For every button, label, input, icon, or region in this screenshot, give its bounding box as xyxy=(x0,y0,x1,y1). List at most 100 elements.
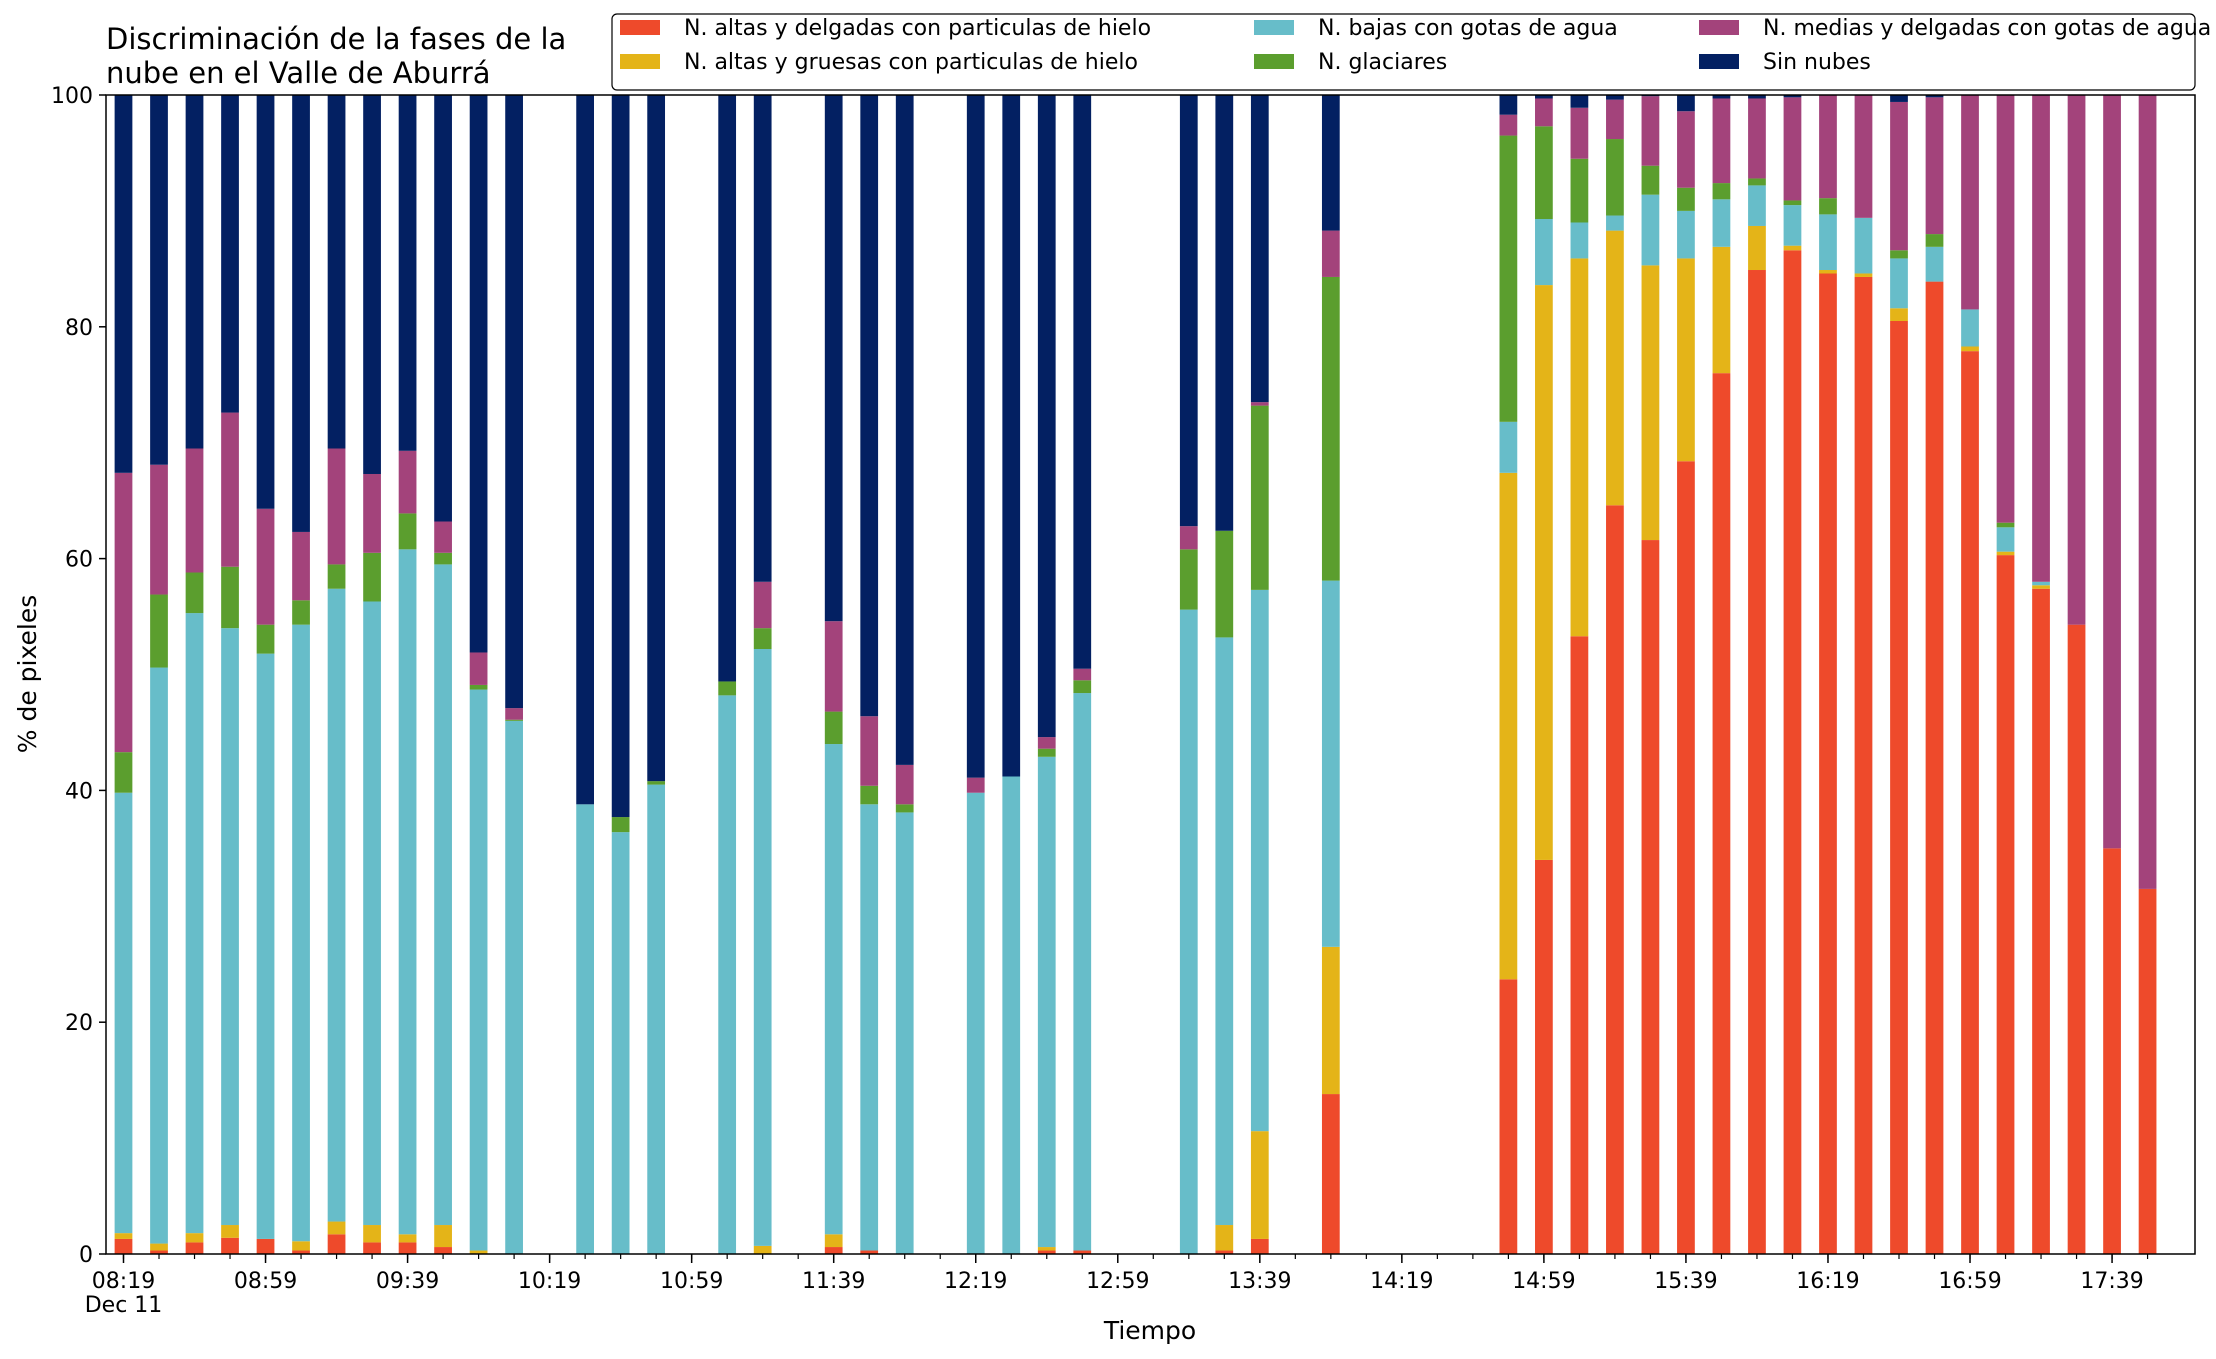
bar-stack xyxy=(398,95,417,1254)
bar-segment xyxy=(2032,95,2050,582)
bar-segment xyxy=(1002,95,1021,777)
bar-segment xyxy=(1535,859,1553,1254)
bar-segment xyxy=(434,552,452,565)
bar-stack xyxy=(647,95,666,1254)
bar-segment xyxy=(1321,230,1340,277)
bar-segment xyxy=(1712,95,1731,99)
x-tick-label: 16:59 xyxy=(1938,1269,2001,1294)
bar-segment xyxy=(327,448,346,565)
bar-segment xyxy=(1677,187,1695,211)
legend-item: N. altas y gruesas con particulas de hie… xyxy=(620,50,1138,75)
bar-stack xyxy=(2103,95,2121,1254)
bar-segment xyxy=(1996,555,2015,1254)
bar-segment xyxy=(1499,472,1518,980)
bar-segment xyxy=(1535,98,1553,127)
bar-segment xyxy=(292,1241,310,1251)
bar-segment xyxy=(185,448,204,573)
bar-segment xyxy=(1783,97,1802,201)
bar-stack xyxy=(256,95,275,1254)
bar-segment xyxy=(1321,580,1340,947)
bar-segment xyxy=(398,450,417,514)
bar-segment xyxy=(860,716,879,786)
bar-segment xyxy=(363,552,381,602)
bar-segment xyxy=(753,581,772,629)
y-tick-label: 80 xyxy=(65,316,93,341)
bar-segment xyxy=(1215,530,1234,638)
bar-segment xyxy=(1854,276,1873,1255)
bar-segment xyxy=(150,464,168,595)
bar-segment xyxy=(185,1233,204,1243)
bar-segment xyxy=(1677,461,1695,1254)
bar-segment xyxy=(824,1247,843,1254)
bar-segment xyxy=(1890,321,1908,1254)
x-tick-label: 15:39 xyxy=(1654,1269,1717,1294)
bar-segment xyxy=(2103,848,2121,1254)
bar-segment xyxy=(221,628,239,1226)
bar-segment xyxy=(114,752,133,793)
bar-segment xyxy=(1961,95,1979,310)
bar-stack xyxy=(1925,95,1944,1255)
bar-segment xyxy=(150,594,168,668)
x-tick-label: 10:19 xyxy=(518,1269,581,1294)
bar-segment xyxy=(1641,165,1660,195)
bar-segment xyxy=(1712,98,1731,184)
bar-stack xyxy=(576,95,594,1254)
bar-segment xyxy=(1677,111,1695,188)
bar-segment xyxy=(1499,135,1518,422)
bar-segment xyxy=(1783,250,1802,1254)
bar-segment xyxy=(363,473,381,553)
bar-segment xyxy=(1215,1225,1234,1251)
bar-segment xyxy=(1321,946,1340,1095)
bar-segment xyxy=(1783,200,1802,206)
bar-segment xyxy=(718,681,737,696)
bar-segment xyxy=(1037,756,1056,1248)
bar-segment xyxy=(1250,1238,1269,1254)
bar-segment xyxy=(1961,346,1979,352)
bar-segment xyxy=(1783,245,1802,251)
bar-segment xyxy=(256,624,275,654)
bar-segment xyxy=(1606,95,1624,100)
bar-segment xyxy=(1037,1250,1056,1254)
bar-segment xyxy=(2067,95,2086,625)
bar-segment xyxy=(363,95,381,474)
bar-segment xyxy=(1996,522,2015,528)
x-axis-label: Tiempo xyxy=(1103,1316,1196,1345)
bar-stack xyxy=(2067,95,2086,1254)
bar-stack xyxy=(469,95,488,1254)
legend-swatch xyxy=(1699,54,1739,69)
bar-segment xyxy=(434,1225,452,1248)
bar-segment xyxy=(1073,693,1092,1251)
bar-stack xyxy=(1641,95,1660,1254)
bar-segment xyxy=(1606,99,1624,140)
bar-segment xyxy=(966,95,985,778)
legend-label: N. medias y delgadas con gotas de agua xyxy=(1763,16,2211,41)
legend-item: N. bajas con gotas de agua xyxy=(1254,16,1618,41)
bar-segment xyxy=(966,792,985,1254)
bar-segment xyxy=(1748,270,1766,1254)
bar-segment xyxy=(292,531,310,601)
bar-segment xyxy=(363,601,381,1226)
bar-segment xyxy=(292,600,310,625)
bar-segment xyxy=(1179,526,1198,550)
bar-segment xyxy=(753,95,772,582)
bar-segment xyxy=(1783,95,1802,98)
bar-segment xyxy=(1570,222,1589,259)
bar-segment xyxy=(398,1234,417,1243)
bar-segment xyxy=(1002,776,1021,1254)
bar-stack xyxy=(1215,95,1234,1254)
bar-segment xyxy=(860,1250,879,1254)
bar-segment xyxy=(1712,373,1731,1254)
bar-stack xyxy=(292,95,310,1254)
bar-segment xyxy=(1925,281,1944,1255)
bar-stack xyxy=(434,95,452,1254)
bar-segment xyxy=(1961,309,1979,347)
legend-label: Sin nubes xyxy=(1763,50,1871,75)
bar-segment xyxy=(1535,219,1553,286)
x-tick-label: 08:59 xyxy=(234,1269,297,1294)
bar-stack xyxy=(753,95,772,1254)
bar-segment xyxy=(327,1234,346,1254)
bar-segment xyxy=(114,472,133,753)
bar-segment xyxy=(292,95,310,532)
bar-segment xyxy=(150,1243,168,1251)
